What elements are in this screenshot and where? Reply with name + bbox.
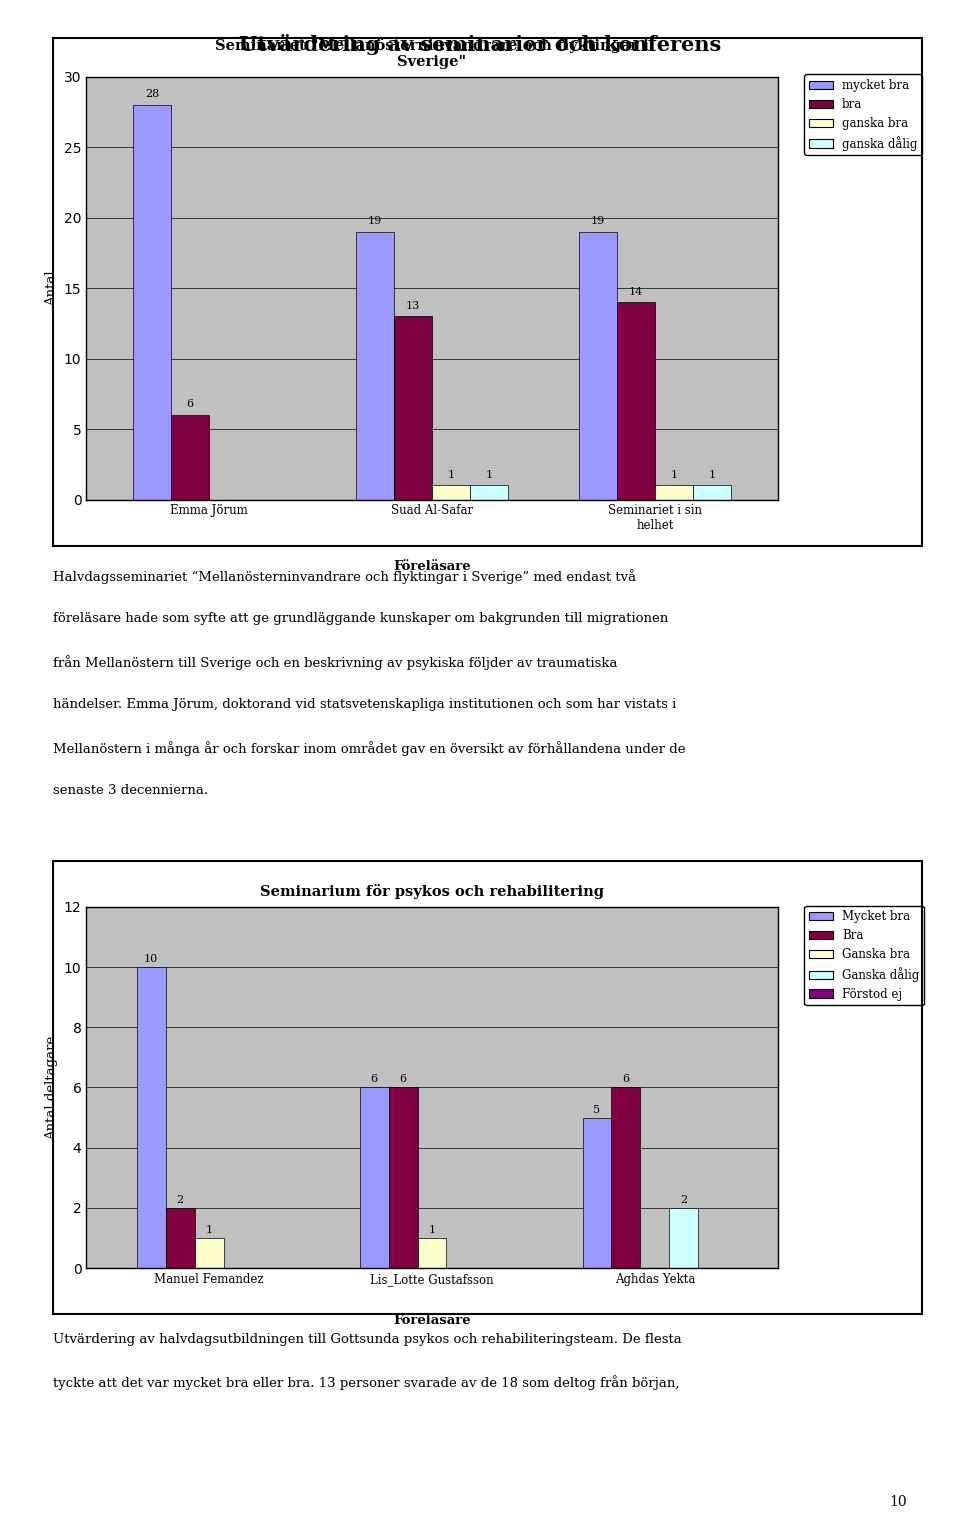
Y-axis label: Antal deltagare: Antal deltagare <box>45 1036 59 1139</box>
Bar <box>655 486 693 500</box>
Bar <box>360 1088 389 1268</box>
Y-axis label: Antal: Antal <box>45 271 59 306</box>
X-axis label: Föreläsare: Föreläsare <box>394 559 470 573</box>
Text: 6: 6 <box>622 1074 630 1085</box>
Text: händelser. Emma Jörum, doktorand vid statsvetenskapliga institutionen och som ha: händelser. Emma Jörum, doktorand vid sta… <box>53 698 676 710</box>
Text: 1: 1 <box>447 470 454 480</box>
Bar <box>669 1208 699 1268</box>
Text: Mellanöstern i många år och forskar inom området gav en översikt av förhållanden: Mellanöstern i många år och forskar inom… <box>53 741 685 756</box>
Bar <box>395 317 432 500</box>
Bar <box>195 1237 224 1268</box>
Text: Halvdagsseminariet “Mellanösterninvandrare och flyktingar i Sverige” med endast : Halvdagsseminariet “Mellanösterninvandra… <box>53 569 636 584</box>
Text: 1: 1 <box>708 470 715 480</box>
Text: 19: 19 <box>591 217 605 226</box>
Bar <box>418 1237 446 1268</box>
Text: 28: 28 <box>145 89 159 100</box>
Bar <box>469 486 508 500</box>
Bar <box>165 1208 195 1268</box>
Bar <box>583 1117 612 1268</box>
Legend: Mycket bra, Bra, Ganska bra, Ganska dålig, Förstod ej: Mycket bra, Bra, Ganska bra, Ganska dåli… <box>804 905 924 1005</box>
Bar <box>612 1088 640 1268</box>
Bar <box>389 1088 418 1268</box>
Text: föreläsare hade som syfte att ge grundläggande kunskaper om bakgrunden till migr: föreläsare hade som syfte att ge grundlä… <box>53 612 668 624</box>
Text: 13: 13 <box>406 301 420 310</box>
Bar <box>579 232 617 500</box>
Text: 14: 14 <box>629 286 643 297</box>
Bar <box>136 967 165 1268</box>
Text: från Mellanöstern till Sverige och en beskrivning av psykiska följder av traumat: från Mellanöstern till Sverige och en be… <box>53 655 617 670</box>
Bar <box>356 232 395 500</box>
Bar <box>171 415 209 500</box>
Bar <box>432 486 469 500</box>
Bar <box>617 303 655 500</box>
Text: Utvärdering av seminarier och konferens: Utvärdering av seminarier och konferens <box>239 34 721 55</box>
Legend: mycket bra, bra, ganska bra, ganska dålig: mycket bra, bra, ganska bra, ganska dåli… <box>804 74 923 155</box>
Text: 6: 6 <box>399 1074 407 1085</box>
Text: 6: 6 <box>186 400 194 409</box>
Text: 10: 10 <box>144 954 158 964</box>
Text: 1: 1 <box>486 470 492 480</box>
Text: 1: 1 <box>670 470 678 480</box>
Text: 5: 5 <box>593 1105 601 1114</box>
Text: 6: 6 <box>371 1074 377 1085</box>
Text: 2: 2 <box>681 1194 687 1205</box>
Bar <box>693 486 731 500</box>
Text: 19: 19 <box>368 217 382 226</box>
Text: 1: 1 <box>205 1225 212 1234</box>
Text: tyckte att det var mycket bra eller bra. 13 personer svarade av de 18 som deltog: tyckte att det var mycket bra eller bra.… <box>53 1376 680 1391</box>
Text: Utvärdering av halvdagsutbildningen till Gottsunda psykos och rehabiliteringstea: Utvärdering av halvdagsutbildningen till… <box>53 1333 682 1345</box>
Bar <box>133 105 171 500</box>
X-axis label: Föreläsare: Föreläsare <box>394 1314 470 1326</box>
Title: Seminariet "Mellanösterninvandrare och flyktingar i
Sverige": Seminariet "Mellanösterninvandrare och f… <box>215 37 649 69</box>
Text: 2: 2 <box>177 1194 183 1205</box>
Title: Seminarium för psykos och rehabilitering: Seminarium för psykos och rehabilitering <box>260 884 604 899</box>
Text: senaste 3 decennierna.: senaste 3 decennierna. <box>53 784 208 796</box>
Text: 10: 10 <box>890 1496 907 1509</box>
Text: 1: 1 <box>428 1225 436 1234</box>
